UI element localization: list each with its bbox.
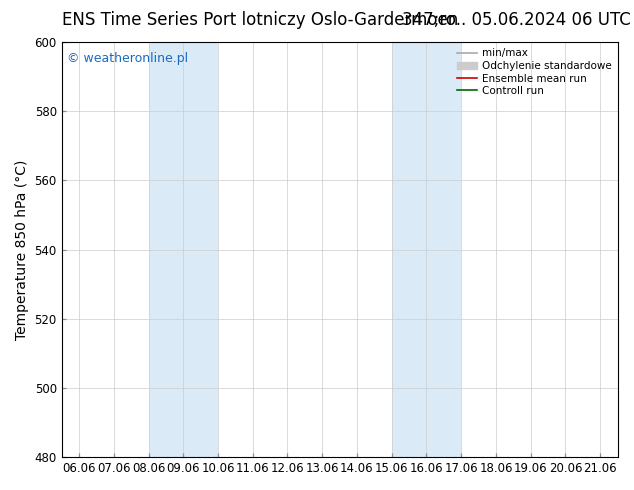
- Text: © weatheronline.pl: © weatheronline.pl: [67, 52, 188, 66]
- Legend: min/max, Odchylenie standardowe, Ensemble mean run, Controll run: min/max, Odchylenie standardowe, Ensembl…: [453, 45, 614, 99]
- Y-axis label: Temperature 850 hPa (°C): Temperature 850 hPa (°C): [15, 159, 29, 340]
- Bar: [392, 42, 461, 457]
- Bar: [148, 42, 218, 457]
- Text: ENS Time Series Port lotniczy Oslo-Gardermoen: ENS Time Series Port lotniczy Oslo-Garde…: [61, 11, 458, 29]
- Text: 347;ro.. 05.06.2024 06 UTC: 347;ro.. 05.06.2024 06 UTC: [402, 11, 631, 29]
